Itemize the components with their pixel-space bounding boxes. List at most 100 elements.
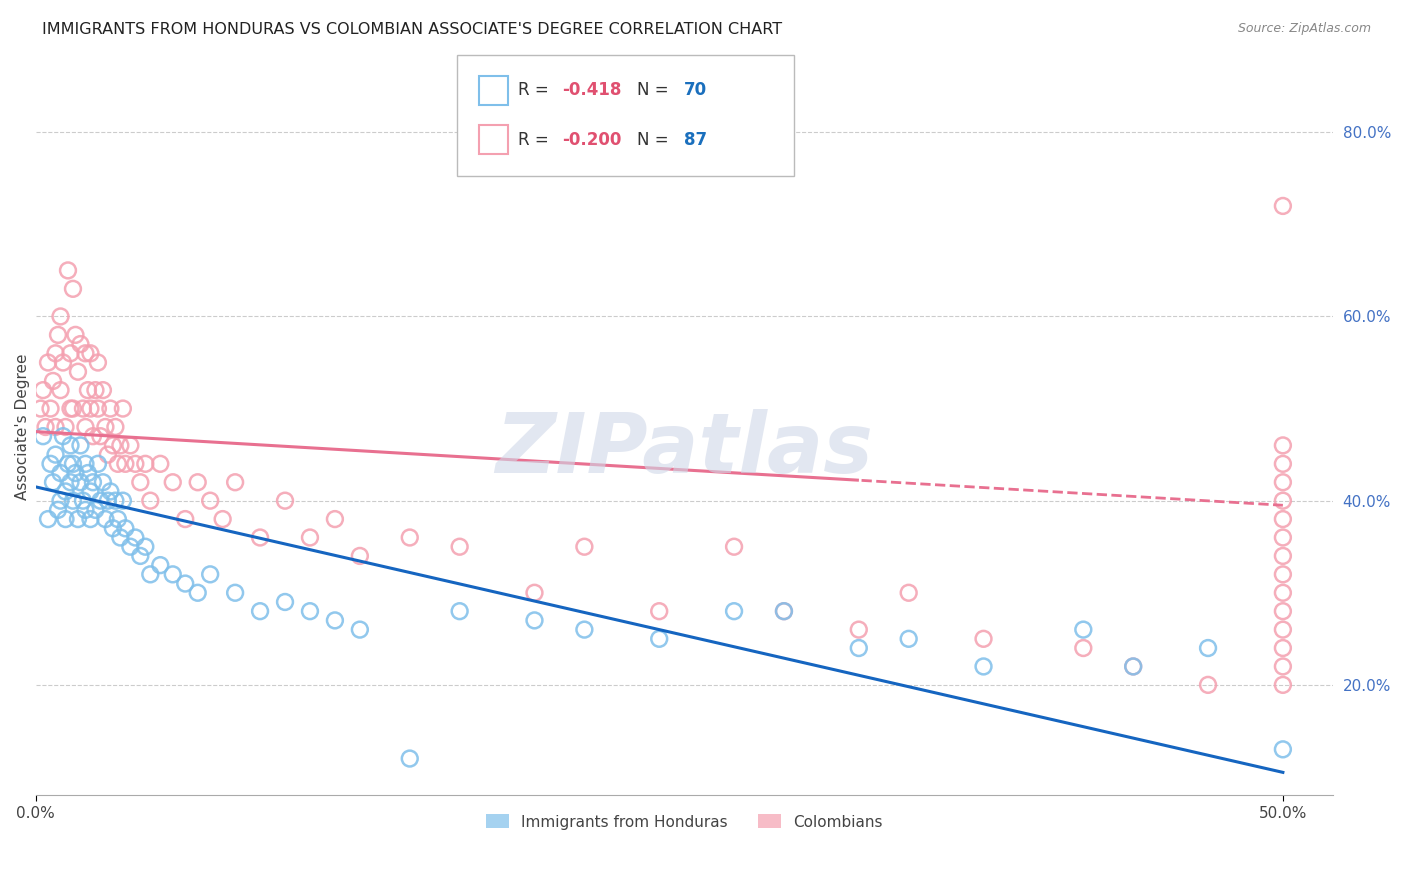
Point: [114, 521, 136, 535]
Point: [39, 401, 62, 416]
Point: [111, 493, 134, 508]
Point: [82, 475, 104, 490]
Point: [274, 493, 297, 508]
Point: [1197, 640, 1219, 655]
Point: [1271, 623, 1294, 637]
Point: [49, 383, 72, 397]
Point: [69, 475, 91, 490]
Point: [249, 604, 271, 618]
Point: [34, 420, 56, 434]
Point: [79, 512, 101, 526]
Point: [174, 576, 197, 591]
Point: [449, 540, 471, 554]
Point: [59, 346, 82, 360]
Point: [1271, 567, 1294, 582]
Point: [62, 401, 84, 416]
Point: [323, 614, 346, 628]
Point: [37, 512, 59, 526]
Point: [52, 429, 75, 443]
FancyBboxPatch shape: [457, 55, 794, 177]
Point: [65, 327, 87, 342]
Point: [274, 595, 297, 609]
Point: [59, 401, 82, 416]
Point: [1271, 512, 1294, 526]
Point: [100, 484, 122, 499]
Point: [89, 429, 111, 443]
Point: [79, 484, 101, 499]
Point: [139, 493, 162, 508]
Point: [87, 457, 110, 471]
Point: [1271, 475, 1294, 490]
Point: [773, 604, 796, 618]
Point: [1271, 742, 1294, 756]
Point: [59, 438, 82, 452]
Point: [49, 493, 72, 508]
Point: [1271, 199, 1294, 213]
Point: [52, 355, 75, 369]
Y-axis label: Associate's Degree: Associate's Degree: [15, 354, 30, 500]
Point: [648, 604, 671, 618]
Point: [62, 493, 84, 508]
Point: [30, 401, 52, 416]
Point: [198, 493, 221, 508]
Point: [162, 567, 184, 582]
Point: [69, 438, 91, 452]
Text: ZIPatlas: ZIPatlas: [495, 409, 873, 490]
Point: [149, 457, 172, 471]
Point: [1071, 640, 1094, 655]
Text: -0.418: -0.418: [562, 81, 621, 99]
Point: [42, 374, 65, 388]
Text: -0.200: -0.200: [562, 130, 621, 149]
Point: [723, 540, 745, 554]
Point: [75, 420, 97, 434]
Point: [110, 531, 132, 545]
Point: [897, 632, 920, 646]
Point: [124, 531, 146, 545]
Point: [1271, 457, 1294, 471]
Point: [66, 512, 89, 526]
Point: [120, 438, 142, 452]
Point: [1271, 549, 1294, 563]
Text: IMMIGRANTS FROM HONDURAS VS COLOMBIAN ASSOCIATE'S DEGREE CORRELATION CHART: IMMIGRANTS FROM HONDURAS VS COLOMBIAN AS…: [42, 22, 782, 37]
Point: [32, 383, 55, 397]
Point: [120, 540, 142, 554]
Point: [134, 457, 156, 471]
Point: [94, 512, 117, 526]
Point: [104, 493, 127, 508]
Point: [124, 457, 146, 471]
Point: [75, 503, 97, 517]
Point: [77, 383, 100, 397]
Point: [66, 365, 89, 379]
Point: [100, 401, 122, 416]
Point: [1271, 493, 1294, 508]
Point: [75, 346, 97, 360]
Point: [1271, 531, 1294, 545]
Point: [59, 475, 82, 490]
Point: [162, 475, 184, 490]
Point: [79, 401, 101, 416]
Point: [97, 493, 120, 508]
Text: 87: 87: [685, 130, 707, 149]
Point: [224, 586, 246, 600]
Point: [149, 558, 172, 573]
Point: [82, 429, 104, 443]
Text: N =: N =: [637, 130, 675, 149]
Point: [349, 623, 371, 637]
Point: [1071, 623, 1094, 637]
Point: [69, 337, 91, 351]
Point: [139, 567, 162, 582]
Point: [323, 512, 346, 526]
Point: [97, 448, 120, 462]
Point: [134, 540, 156, 554]
Point: [398, 531, 420, 545]
Point: [55, 512, 77, 526]
Point: [104, 420, 127, 434]
Point: [89, 493, 111, 508]
Point: [1271, 438, 1294, 452]
Point: [79, 346, 101, 360]
Point: [62, 457, 84, 471]
Point: [94, 420, 117, 434]
Point: [198, 567, 221, 582]
Point: [449, 604, 471, 618]
Point: [49, 310, 72, 324]
